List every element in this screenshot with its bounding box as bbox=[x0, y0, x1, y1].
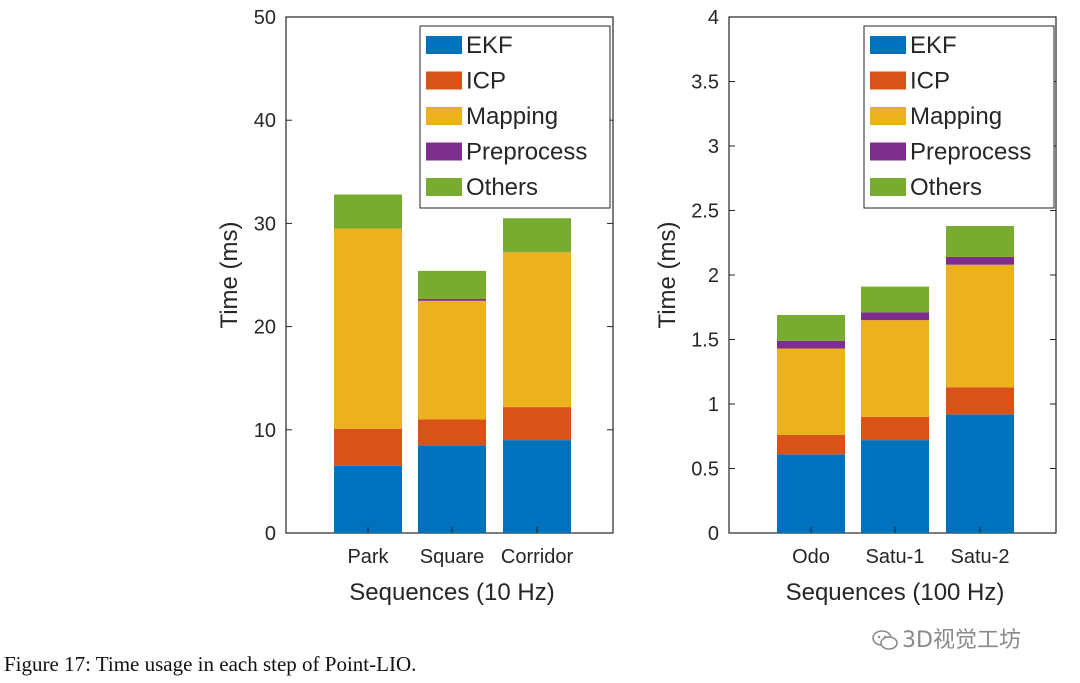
legend-swatch-icp bbox=[426, 71, 462, 90]
x-tick-label-odo: Odo bbox=[792, 546, 830, 568]
bar-satu-2-preprocess bbox=[946, 256, 1014, 265]
bar-satu-2-others bbox=[946, 225, 1014, 257]
y-tick-label: 50 bbox=[254, 7, 276, 29]
bar-odo-icp bbox=[777, 434, 845, 455]
chart-right-100hz: 0 0.5 1 1.5 2 2.5 3 3.5 4 Odo Satu-1 Satu-2 Sequence… bbox=[654, 7, 1057, 606]
bar-corridor-mapping bbox=[503, 252, 571, 408]
legend-swatch-others bbox=[870, 178, 906, 196]
bar-park-ekf bbox=[334, 465, 402, 533]
y-tick-label: 1.5 bbox=[691, 330, 719, 352]
bar-park-others bbox=[334, 194, 402, 229]
y-tick-label: 0.5 bbox=[691, 459, 719, 481]
legend-label-mapping: Mapping bbox=[910, 103, 1002, 130]
x-axis-label: Sequences (10 Hz) bbox=[349, 579, 554, 606]
y-tick-label: 10 bbox=[254, 420, 276, 442]
legend-swatch-others bbox=[426, 178, 462, 196]
x-tick-label-park: Park bbox=[347, 546, 389, 568]
bar-satu-2-icp bbox=[946, 387, 1014, 415]
legend-label-icp: ICP bbox=[466, 68, 506, 95]
legend-label-ekf: EKF bbox=[466, 32, 513, 59]
bar-corridor-others bbox=[503, 218, 571, 253]
bar-satu-1-others bbox=[861, 286, 929, 313]
watermark: 3D视觉工坊 bbox=[872, 622, 1021, 654]
y-tick-label: 2 bbox=[708, 265, 719, 287]
bar-satu-2-mapping bbox=[946, 264, 1014, 388]
y-axis-label: Time (ms) bbox=[216, 221, 243, 328]
legend-swatch-preprocess bbox=[426, 142, 462, 161]
bar-odo-ekf bbox=[777, 454, 845, 533]
legend: EKF ICP Mapping Preprocess Others bbox=[419, 25, 611, 209]
bar-square-ekf bbox=[418, 445, 486, 533]
legend-label-mapping: Mapping bbox=[466, 103, 558, 130]
bar-square-icp bbox=[418, 419, 486, 446]
y-tick-label: 30 bbox=[254, 213, 276, 235]
legend-swatch-preprocess bbox=[870, 142, 906, 161]
y-tick-label: 0 bbox=[265, 523, 276, 545]
legend-swatch-ekf bbox=[426, 36, 462, 54]
y-tick-label: 0 bbox=[708, 523, 719, 545]
bar-satu-2-ekf bbox=[946, 414, 1014, 533]
y-tick-label: 1 bbox=[708, 394, 719, 416]
bar-park-icp bbox=[334, 428, 402, 466]
legend-label-icp: ICP bbox=[910, 68, 950, 95]
figure-caption: Figure 17: Time usage in each step of Po… bbox=[4, 652, 417, 676]
x-axis-label: Sequences (100 Hz) bbox=[786, 579, 1005, 606]
bar-corridor-icp bbox=[503, 407, 571, 441]
legend-label-preprocess: Preprocess bbox=[910, 139, 1031, 166]
legend-swatch-mapping bbox=[426, 107, 462, 125]
y-axis-label: Time (ms) bbox=[654, 221, 681, 328]
bar-square-mapping bbox=[418, 300, 486, 420]
y-tick-label: 40 bbox=[254, 110, 276, 132]
bar-square-preprocess bbox=[418, 298, 486, 301]
legend-swatch-mapping bbox=[870, 107, 906, 125]
watermark-text: 3D视觉工坊 bbox=[902, 628, 1021, 653]
legend-label-preprocess: Preprocess bbox=[466, 139, 587, 166]
y-tick-label: 20 bbox=[254, 317, 276, 339]
y-tick-label: 3 bbox=[708, 136, 719, 158]
bar-park-mapping bbox=[334, 228, 402, 429]
bar-odo-others bbox=[777, 314, 845, 341]
x-tick-label-satu-1: Satu-1 bbox=[866, 546, 925, 568]
x-tick-label-corridor: Corridor bbox=[501, 546, 574, 568]
y-tick-label: 4 bbox=[708, 7, 719, 29]
bar-satu-1-icp bbox=[861, 416, 929, 441]
y-tick-label: 3.5 bbox=[691, 72, 719, 94]
bar-odo-mapping bbox=[777, 348, 845, 435]
y-tick-label: 2.5 bbox=[691, 201, 719, 223]
bar-satu-1-ekf bbox=[861, 440, 929, 533]
wechat-icon bbox=[872, 630, 898, 650]
legend-label-others: Others bbox=[910, 174, 982, 201]
bar-satu-1-preprocess bbox=[861, 312, 929, 321]
chart-left-10hz: 0 10 20 30 40 50 Park Square Corridor Sequences (… bbox=[216, 7, 614, 606]
x-tick-label-satu-2: Satu-2 bbox=[951, 546, 1010, 568]
legend-swatch-ekf bbox=[870, 36, 906, 54]
legend-label-others: Others bbox=[466, 174, 538, 201]
bar-square-others bbox=[418, 270, 486, 299]
bar-satu-1-mapping bbox=[861, 320, 929, 417]
x-tick-label-square: Square bbox=[420, 546, 485, 568]
legend: EKF ICP Mapping Preprocess Others bbox=[863, 25, 1055, 209]
bar-odo-preprocess bbox=[777, 340, 845, 349]
bar-corridor-ekf bbox=[503, 440, 571, 533]
legend-label-ekf: EKF bbox=[910, 32, 957, 59]
legend-swatch-icp bbox=[870, 71, 906, 90]
